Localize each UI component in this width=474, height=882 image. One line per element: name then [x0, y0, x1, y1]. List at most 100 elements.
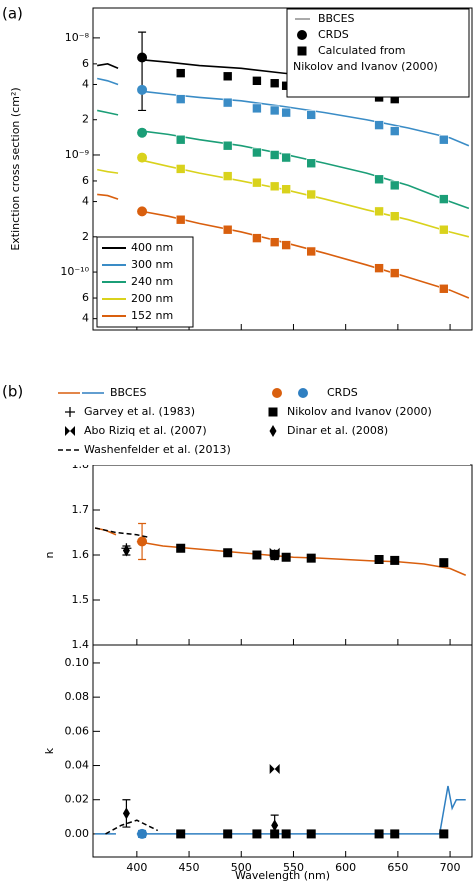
square-marker [252, 550, 262, 560]
dashed-line [105, 819, 159, 835]
y-tick-label: 4 [82, 195, 89, 208]
circle-marker [272, 388, 282, 398]
square-marker [281, 152, 291, 163]
square-marker [175, 94, 186, 104]
x-tick-label: 550 [283, 861, 304, 874]
square-marker [439, 558, 449, 568]
diamond-marker [271, 549, 279, 561]
legend-text: 240 nm [131, 275, 173, 288]
square-marker [175, 164, 186, 174]
legend-text: Abo Riziq et al. (2007) [84, 424, 207, 437]
square-marker [281, 240, 291, 250]
square-marker [222, 171, 233, 181]
y-axis-label: k [43, 747, 56, 754]
legend-text: 200 nm [131, 292, 173, 305]
square-marker [439, 283, 449, 294]
square-marker [297, 46, 307, 56]
y-tick-label: 4 [82, 77, 89, 90]
y-axis-label: n [43, 551, 56, 558]
y-tick-label: 1.5 [72, 593, 90, 606]
x-tick-label: 450 [179, 861, 200, 874]
square-marker [374, 206, 384, 217]
square-marker [389, 126, 400, 136]
square-marker [269, 181, 280, 192]
legend-text: BBCES [318, 12, 355, 25]
y-tick-label: 6 [82, 57, 89, 70]
circle-marker [297, 30, 307, 40]
circle-marker [137, 152, 148, 163]
square-marker [222, 224, 233, 235]
legend-text: 300 nm [131, 258, 173, 271]
square-marker [306, 158, 317, 169]
circle-marker [137, 127, 148, 138]
square-marker [269, 150, 280, 160]
square-marker [439, 134, 449, 145]
y-tick-label: 2 [82, 230, 89, 243]
square-marker [389, 211, 400, 221]
square-marker [222, 140, 233, 151]
x-axis-label: Wavelength (nm) [235, 869, 330, 882]
bowtie-marker [65, 426, 75, 436]
legend-text: Nikolov and Ivanov (2000) [293, 60, 438, 73]
y-tick-label: 2 [82, 113, 89, 126]
square-marker [389, 268, 400, 278]
square-marker [374, 555, 384, 564]
legend-text: Nikolov and Ivanov (2000) [287, 405, 432, 418]
plot-frame [92, 7, 473, 331]
bowtie-marker [269, 763, 280, 774]
legend-text: CRDS [318, 28, 349, 41]
square-marker [306, 553, 316, 563]
legend-text: Garvey et al. (1983) [84, 405, 195, 418]
square-marker [268, 407, 278, 417]
y-tick-label: 10⁻¹⁰ [60, 265, 89, 278]
y-tick-label: 0.06 [65, 724, 90, 737]
square-marker [269, 105, 280, 116]
circle-marker [137, 206, 148, 217]
square-marker [252, 829, 262, 839]
square-marker [252, 177, 262, 188]
dashed-line [94, 527, 148, 538]
square-marker [439, 194, 449, 204]
bbces-line [97, 159, 470, 238]
y-axis-label: Extinction cross section (cm²) [9, 87, 22, 250]
x-tick-label: 500 [231, 861, 252, 874]
legend-text: Calculated from [318, 44, 405, 57]
diamond-marker [269, 425, 277, 437]
square-marker [223, 829, 233, 839]
circle-marker [137, 52, 148, 63]
square-marker [281, 184, 291, 195]
square-marker [222, 97, 233, 108]
square-marker [306, 829, 316, 839]
legend-text: CRDS [327, 386, 358, 399]
y-tick-label: 1.4 [72, 638, 90, 651]
square-marker [175, 134, 186, 145]
circle-marker [137, 828, 148, 839]
legend-text: BBCES [110, 386, 147, 399]
square-marker [306, 246, 317, 257]
square-marker [374, 120, 384, 130]
y-tick-label: 4 [82, 312, 89, 325]
y-tick-label: 0.08 [65, 690, 90, 703]
legend-text: Dinar et al. (2008) [287, 424, 388, 437]
diamond-marker [271, 819, 279, 832]
square-marker [306, 110, 317, 120]
x-tick-label: 600 [335, 861, 356, 874]
panel-label: (b) [2, 383, 23, 401]
square-marker [176, 829, 186, 839]
circle-marker [137, 536, 148, 547]
y-tick-label: 0.04 [65, 759, 90, 772]
square-marker [252, 103, 262, 114]
square-marker [390, 555, 400, 565]
y-tick-label: 10⁻⁹ [65, 148, 89, 161]
y-tick-label: 0.00 [65, 827, 90, 840]
square-marker [281, 107, 291, 118]
square-marker [176, 543, 186, 553]
legend-box [286, 8, 470, 98]
circle-marker [298, 388, 308, 398]
square-marker [389, 180, 400, 191]
legend-text: 152 nm [131, 309, 173, 322]
legend-text: Washenfelder et al. (2013) [84, 443, 231, 456]
x-tick-label: 650 [387, 861, 408, 874]
square-marker [175, 68, 186, 78]
